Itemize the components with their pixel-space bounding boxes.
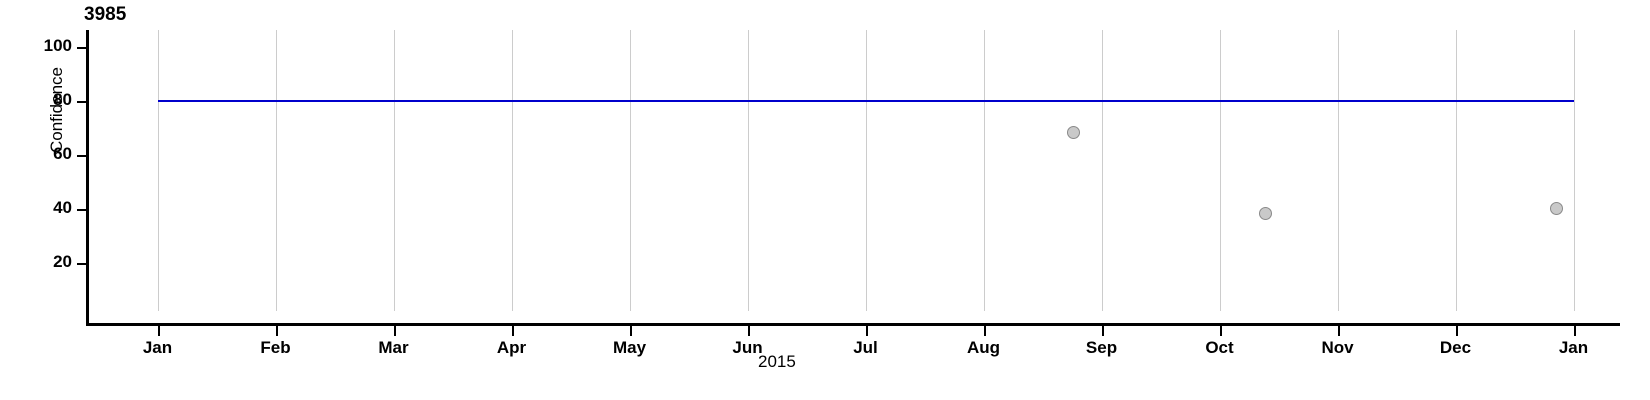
x-axis-tick-label: Jan xyxy=(1558,338,1589,357)
y-axis-tick xyxy=(77,263,86,265)
y-axis-tick-label: 40 xyxy=(53,198,72,217)
y-axis-tick xyxy=(77,155,86,157)
y-axis-tick xyxy=(77,101,86,103)
data-point[interactable] xyxy=(1067,126,1081,140)
gridline-nov-10 xyxy=(1337,30,1339,311)
x-axis-tick-label: Feb xyxy=(260,338,291,357)
x-axis-tick xyxy=(983,326,986,336)
data-point[interactable] xyxy=(1549,202,1563,215)
x-axis-tick xyxy=(157,326,160,336)
x-axis-tick xyxy=(865,326,868,336)
gridline-apr-3 xyxy=(511,30,513,311)
gridline-mar-2 xyxy=(393,30,395,311)
x-axis-tick xyxy=(1219,326,1222,336)
x-axis-tick-label: Jul xyxy=(853,338,878,357)
x-axis-tick-label: Aug xyxy=(966,338,1001,357)
gridline-jan-12 xyxy=(1573,30,1575,311)
y-axis-tick-label: 100 xyxy=(43,36,72,55)
x-axis-line xyxy=(86,323,1620,326)
x-axis-tick-label: Sep xyxy=(1085,338,1118,357)
y-axis-tick-label: 60 xyxy=(53,144,72,163)
x-axis-tick-label: Jan xyxy=(142,338,173,357)
data-point[interactable] xyxy=(1258,207,1272,221)
x-axis-tick xyxy=(275,326,278,336)
x-axis-tick-label: Dec xyxy=(1439,338,1472,357)
gridline-dec-11 xyxy=(1455,30,1457,311)
x-axis-tick-label: Apr xyxy=(496,338,527,357)
y-axis-tick-label: 80 xyxy=(53,90,72,109)
gridline-sep-8 xyxy=(1101,30,1103,311)
gridline-oct-9 xyxy=(1219,30,1221,311)
x-axis-tick xyxy=(393,326,396,336)
x-axis-tick xyxy=(1101,326,1104,336)
y-axis-tick-label: 20 xyxy=(53,252,72,271)
x-axis-label: 2015 xyxy=(758,352,796,371)
gridline-jul-6 xyxy=(865,30,867,311)
y-axis-line xyxy=(86,30,89,326)
threshold-line xyxy=(157,100,1574,102)
y-axis-tick xyxy=(77,209,86,211)
x-axis-tick-label: Oct xyxy=(1205,338,1234,357)
x-axis-tick xyxy=(629,326,632,336)
x-axis-tick-label: May xyxy=(612,338,647,357)
x-axis-tick xyxy=(1455,326,1458,336)
gridline-jun-5 xyxy=(747,30,749,311)
y-axis-tick xyxy=(77,47,86,49)
gridline-jan-0 xyxy=(157,30,159,311)
x-axis-tick xyxy=(747,326,750,336)
x-axis-tick-label: Mar xyxy=(378,338,409,357)
chart-title: 3985 xyxy=(84,4,127,25)
gridline-feb-1 xyxy=(275,30,277,311)
x-axis-tick xyxy=(1337,326,1340,336)
x-axis-tick-label: Nov xyxy=(1321,338,1354,357)
x-axis-tick-label: Jun xyxy=(732,338,763,357)
x-axis-tick xyxy=(1573,326,1576,336)
gridline-aug-7 xyxy=(983,30,985,311)
gridline-may-4 xyxy=(629,30,631,311)
x-axis-tick xyxy=(511,326,514,336)
